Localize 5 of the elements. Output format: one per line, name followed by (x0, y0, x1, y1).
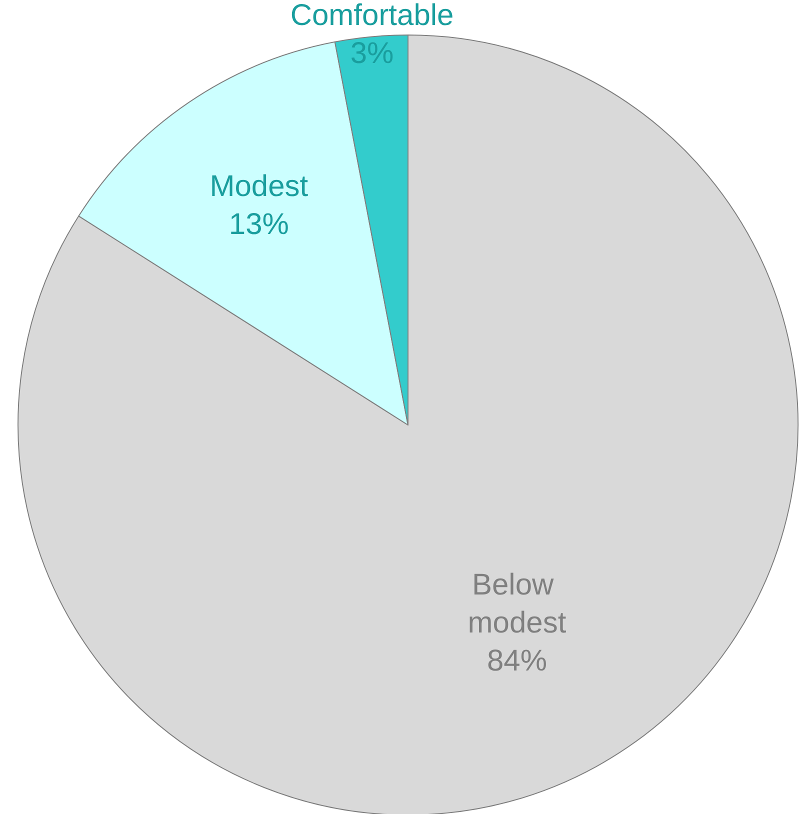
slice-label: Modest (210, 170, 309, 204)
slice-label: Comfortable (290, 0, 454, 32)
slice-label: Below modest (468, 568, 567, 640)
data-label: 13% (228, 208, 289, 242)
data-label: 84% (486, 644, 547, 678)
